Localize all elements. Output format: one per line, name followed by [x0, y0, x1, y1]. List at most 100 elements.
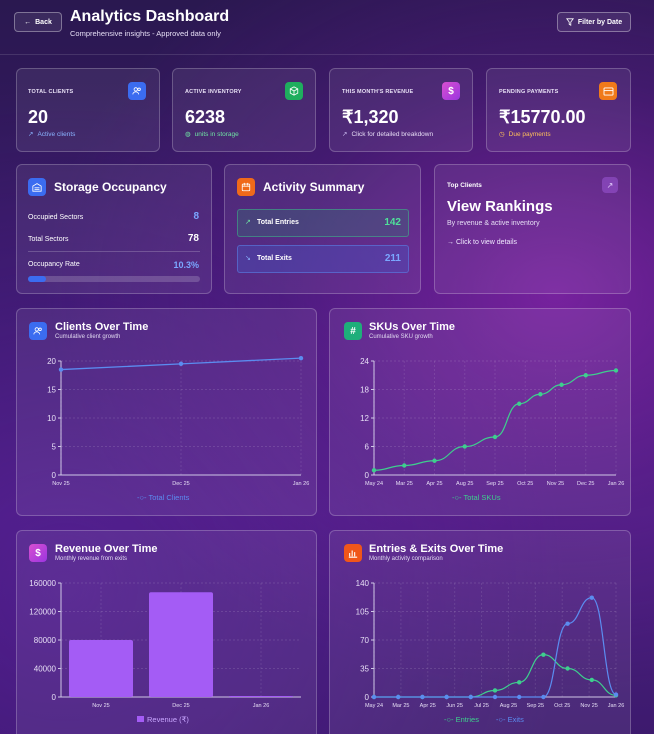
chart-subtitle: Cumulative SKU growth [369, 334, 433, 340]
y-tick-label: 35 [360, 665, 369, 674]
data-point [613, 368, 619, 373]
revenue-chart: 0 40000 80000 120000 160000 Nov 25 Dec 25 Jan 2… [29, 579, 301, 724]
page-title: Analytics Dashboard [70, 8, 230, 25]
data-point [492, 688, 498, 693]
data-point [589, 677, 594, 683]
x-tick-label: Nov 25 [580, 703, 597, 709]
x-tick-label: Dec 25 [172, 703, 189, 709]
stat-sub: Active clients [37, 130, 76, 138]
chart-trend-icon: ↗ [342, 131, 348, 138]
x-tick-label: Jul 25 [474, 703, 489, 709]
x-tick-label: Sep 25 [527, 703, 544, 709]
revenue-bar [69, 640, 133, 697]
users-icon [29, 322, 47, 340]
total-sectors-label: Total Sectors [28, 236, 69, 243]
stat-value: ₹1,320 [342, 107, 399, 127]
stat-sub: Click for detailed breakdown [351, 130, 434, 138]
revenue-over-time-card: $ Revenue Over Time Monthly revenue from… [16, 530, 317, 734]
x-tick-label: Jan 26 [253, 703, 270, 709]
data-point [396, 694, 401, 700]
y-tick-label: 12 [360, 414, 369, 423]
hash-icon: # [344, 322, 362, 340]
trending-up-icon: ↗ [602, 177, 618, 193]
legend-item: -○- Total Clients [137, 493, 190, 502]
x-tick-label: Mar 25 [392, 703, 409, 709]
legend-swatch [137, 716, 144, 722]
y-tick-label: 0 [365, 693, 370, 702]
chart-title: SKUs Over Time [369, 321, 456, 333]
data-point [462, 444, 467, 449]
data-point [444, 694, 449, 700]
back-button[interactable]: ← Back [14, 12, 62, 32]
data-point [613, 692, 619, 697]
data-point [468, 694, 473, 700]
chart-subtitle: Monthly activity comparison [369, 556, 443, 562]
arrow-up-right-icon: ↗ [245, 219, 251, 226]
x-tick-label: Nov 25 [52, 481, 69, 487]
data-point [492, 694, 498, 700]
occupied-sectors-value: 8 [193, 211, 199, 222]
calendar-icon [237, 178, 255, 196]
total-entries-row: ↗ Total Entries 142 [237, 209, 409, 237]
stat-card-total-clients[interactable]: TOTAL CLIENTS 20 ↗ Active clients [16, 68, 160, 152]
total-sectors-value: 78 [187, 233, 199, 244]
data-point [517, 694, 522, 700]
x-tick-label: Nov 25 [547, 481, 564, 487]
dollar-icon: $ [442, 82, 460, 100]
view-rankings-title: View Rankings [447, 198, 553, 215]
chart-subtitle: Monthly revenue from exits [55, 556, 128, 562]
activity-summary-card: Activity Summary ↗ Total Entries 142 ↘ T… [224, 164, 421, 294]
total-exits-label: Total Exits [257, 255, 292, 262]
y-tick-label: 15 [47, 386, 56, 395]
x-tick-label: Nov 25 [92, 703, 109, 709]
chart-title: Entries & Exits Over Time [369, 543, 504, 555]
stat-sub: units in storage [194, 130, 239, 138]
trend-up-icon: ↗ [28, 131, 34, 138]
stat-card-pending-payments[interactable]: PENDING PAYMENTS ₹15770.00 ◷ Due payment… [486, 68, 631, 152]
data-point [589, 595, 594, 600]
x-tick-label: Apr 25 [420, 703, 436, 709]
x-tick-label: Oct 25 [554, 703, 570, 709]
total-entries-value: 142 [384, 217, 401, 228]
x-tick-label: May 24 [365, 703, 383, 709]
revenue-bar [229, 696, 293, 698]
data-point [541, 694, 546, 700]
stat-card-monthly-revenue[interactable]: THIS MONTH'S REVENUE $ ₹1,320 ↗ Click fo… [329, 68, 473, 152]
y-tick-label: 6 [365, 443, 370, 452]
y-tick-label: 140 [356, 579, 370, 588]
total-entries-label: Total Entries [257, 219, 299, 226]
y-tick-label: 160000 [29, 579, 56, 588]
y-tick-label: 105 [356, 608, 370, 617]
series-line-exits [374, 597, 617, 698]
stat-card-active-inventory[interactable]: ACTIVE INVENTORY 6238 ◍ units in storage [172, 68, 316, 152]
total-exits-value: 211 [384, 253, 401, 264]
data-point [538, 392, 543, 397]
x-tick-label: Apr 25 [426, 481, 442, 487]
page-subtitle: Comprehensive insights - Approved data o… [70, 29, 221, 38]
x-tick-label: Aug 25 [500, 703, 517, 709]
x-tick-label: Oct 25 [517, 481, 533, 487]
occupied-sectors-label: Occupied Sectors [28, 214, 84, 221]
x-tick-label: Jan 26 [608, 703, 625, 709]
x-tick-label: May 24 [365, 481, 383, 487]
clients-over-time-card: Clients Over Time Cumulative client grow… [16, 308, 317, 516]
view-details-link[interactable]: → Click to view details [447, 239, 518, 246]
data-point [492, 434, 498, 440]
stat-label: TOTAL CLIENTS [28, 89, 74, 95]
stat-value: 20 [28, 107, 49, 127]
y-tick-label: 70 [360, 636, 369, 645]
occupancy-progress-fill [28, 276, 46, 282]
data-point [298, 355, 304, 361]
y-tick-label: 80000 [34, 636, 57, 645]
y-tick-label: 10 [47, 414, 56, 423]
clients-chart: 0 5 10 15 20 Nov 25 Dec 25 Jan 26 -○- Total Clie… [47, 355, 309, 502]
arrow-left-icon: ← [24, 18, 32, 26]
users-icon [128, 82, 146, 100]
y-tick-label: 24 [360, 357, 369, 366]
skus-chart: 0 6 12 18 24 May 24 Mar 25 Apr 25 Aug 25 Sep 25 Oc… [360, 357, 624, 502]
occupancy-rate-label: Occupancy Rate [28, 261, 80, 268]
data-point [371, 468, 377, 473]
x-tick-label: Sep 25 [486, 481, 503, 487]
filter-by-date-button[interactable]: Filter by Date [557, 12, 631, 32]
top-clients-card[interactable]: Top Clients ↗ View Rankings By revenue &… [434, 164, 631, 294]
